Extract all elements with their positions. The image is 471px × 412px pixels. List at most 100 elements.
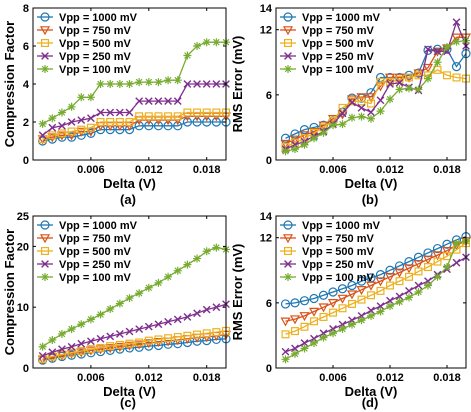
data-point bbox=[48, 131, 57, 140]
data-point bbox=[357, 103, 366, 112]
data-point bbox=[405, 293, 413, 302]
data-point bbox=[96, 117, 105, 126]
data-point bbox=[164, 112, 173, 121]
data-point bbox=[212, 108, 221, 117]
y-axis-label: RMS Error (mV) bbox=[230, 36, 245, 133]
x-axis-label: Delta (V) bbox=[103, 384, 156, 399]
data-point bbox=[144, 112, 153, 121]
data-point bbox=[135, 78, 144, 87]
legend-entry: Vpp = 500 mV bbox=[59, 38, 132, 50]
data-point bbox=[202, 80, 211, 88]
y-tick-label: 0 bbox=[23, 363, 29, 375]
data-point bbox=[96, 343, 105, 352]
data-point bbox=[443, 71, 452, 80]
data-point bbox=[452, 37, 461, 46]
data-point bbox=[212, 243, 221, 252]
data-point bbox=[376, 96, 385, 105]
legend-entry: Vpp = 250 mV bbox=[302, 259, 375, 271]
data-point bbox=[86, 345, 95, 354]
y-tick-label: 0 bbox=[266, 155, 272, 167]
legend-marker bbox=[283, 12, 293, 22]
data-point bbox=[105, 344, 116, 354]
plot-frame bbox=[275, 7, 467, 161]
data-point bbox=[443, 263, 451, 272]
data-point bbox=[441, 246, 453, 256]
x-tick-label: 0.012 bbox=[376, 164, 404, 176]
data-point bbox=[300, 344, 309, 353]
data-point bbox=[154, 320, 163, 329]
data-point bbox=[451, 33, 462, 43]
data-point bbox=[386, 281, 395, 290]
data-point bbox=[67, 342, 76, 351]
data-point bbox=[57, 108, 66, 117]
data-point bbox=[183, 331, 192, 340]
data-point bbox=[348, 320, 356, 329]
data-point bbox=[135, 97, 144, 105]
data-point bbox=[38, 342, 47, 351]
x-tick-label: 0.012 bbox=[376, 372, 404, 384]
data-point bbox=[202, 329, 211, 338]
data-point bbox=[48, 336, 57, 345]
data-point bbox=[281, 347, 290, 356]
data-point bbox=[338, 103, 347, 112]
data-point bbox=[144, 97, 153, 105]
data-point bbox=[47, 133, 58, 143]
data-point bbox=[183, 108, 192, 117]
y-tick-label: 10 bbox=[17, 302, 29, 314]
data-point bbox=[310, 134, 318, 143]
data-point bbox=[442, 239, 452, 249]
data-point bbox=[291, 145, 299, 154]
data-point bbox=[395, 277, 404, 286]
series-line-0 bbox=[285, 235, 467, 305]
data-point bbox=[357, 316, 366, 325]
legend-entry: Vpp = 250 mV bbox=[59, 259, 132, 271]
data-point bbox=[144, 341, 154, 351]
data-point bbox=[386, 80, 394, 88]
data-point bbox=[405, 73, 414, 82]
data-point bbox=[308, 307, 320, 317]
data-point bbox=[394, 73, 405, 83]
data-point bbox=[280, 299, 291, 309]
data-point bbox=[375, 277, 386, 287]
legend-marker bbox=[284, 65, 292, 73]
legend-entry: Vpp = 1000 mV bbox=[302, 12, 381, 24]
data-point bbox=[86, 93, 95, 102]
data-point bbox=[424, 263, 433, 272]
data-point bbox=[432, 243, 443, 254]
data-point bbox=[424, 74, 432, 83]
y-tick-label: 6 bbox=[23, 41, 29, 53]
panel-caption: (a) bbox=[120, 192, 136, 207]
series-line-2 bbox=[285, 242, 467, 335]
data-point bbox=[395, 79, 404, 87]
data-point bbox=[356, 276, 367, 286]
legend-entry: Vpp = 1000 mV bbox=[59, 220, 138, 232]
legend-entry: Vpp = 1000 mV bbox=[59, 12, 138, 24]
plot-frame bbox=[32, 215, 227, 369]
data-point bbox=[144, 322, 153, 331]
data-point bbox=[115, 330, 124, 338]
data-point bbox=[96, 334, 105, 343]
data-point bbox=[404, 257, 414, 267]
data-point bbox=[106, 80, 115, 88]
legend-marker bbox=[39, 234, 51, 244]
data-point bbox=[357, 295, 366, 304]
data-point bbox=[357, 112, 366, 121]
data-point bbox=[125, 117, 134, 126]
data-point bbox=[414, 288, 423, 296]
data-point bbox=[338, 120, 347, 129]
data-point bbox=[376, 286, 385, 295]
x-axis-label: Delta (V) bbox=[345, 384, 398, 399]
data-point bbox=[76, 127, 87, 137]
data-point bbox=[367, 306, 375, 315]
data-point bbox=[163, 339, 173, 349]
data-point bbox=[413, 69, 424, 79]
data-point bbox=[57, 350, 66, 359]
legend-marker bbox=[282, 234, 294, 244]
x-tick-label: 0.006 bbox=[77, 372, 105, 384]
data-point bbox=[154, 78, 163, 87]
data-point bbox=[319, 312, 328, 321]
data-point bbox=[154, 97, 163, 105]
data-point bbox=[337, 284, 348, 294]
y-axis-label: Compression Factor bbox=[2, 21, 17, 147]
